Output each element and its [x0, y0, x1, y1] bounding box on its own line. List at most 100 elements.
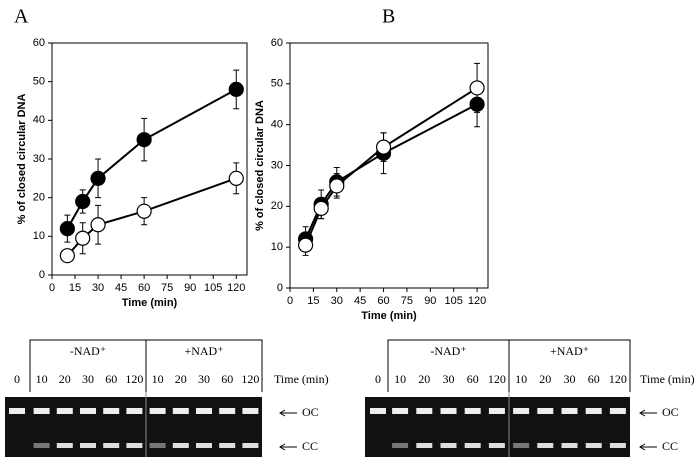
lane-label: 10	[515, 372, 527, 386]
y-tick-label: 60	[271, 37, 283, 49]
data-point	[469, 80, 485, 96]
y-axis-label: % of closed circular DNA	[254, 100, 266, 231]
y-tick-label: 0	[39, 269, 45, 281]
gel-band	[416, 443, 433, 448]
data-point	[59, 221, 75, 237]
gel-band	[126, 443, 143, 448]
x-tick-label: 75	[401, 295, 413, 307]
band-arrow	[639, 443, 657, 451]
x-tick-label: 105	[445, 295, 463, 307]
x-tick-label: 90	[424, 295, 436, 307]
y-tick-label: 30	[271, 159, 283, 171]
x-tick-label: 45	[115, 282, 127, 294]
gel-bracket	[387, 339, 631, 392]
gel-band	[464, 408, 481, 414]
group-label: -NAD⁺	[70, 344, 106, 358]
x-tick-label: 120	[227, 282, 245, 294]
gel-band	[219, 408, 236, 414]
lane-label: 60	[467, 372, 479, 386]
gel-band	[196, 408, 212, 414]
data-point	[297, 237, 314, 253]
y-tick-label: 10	[33, 230, 45, 242]
gel-band	[537, 443, 554, 448]
band-arrow	[279, 443, 297, 451]
gel-band	[488, 408, 505, 414]
gel-band	[561, 408, 578, 414]
y-tick-label: 50	[271, 78, 283, 90]
lane-label: 60	[221, 372, 233, 386]
gel-band	[370, 408, 386, 414]
data-point	[75, 193, 91, 210]
lane-label: 120	[609, 372, 627, 386]
lane-label: 120	[488, 372, 506, 386]
gel-band	[103, 408, 120, 414]
data-point	[228, 81, 244, 98]
lane-label: 120	[241, 372, 259, 386]
gel-band	[9, 408, 25, 414]
data-point	[313, 200, 329, 216]
y-tick-label: 60	[33, 37, 45, 49]
y-tick-label: 10	[271, 241, 283, 253]
gel-band	[609, 408, 626, 414]
lane-label: 20	[175, 372, 187, 386]
data-point	[90, 170, 106, 186]
group-label: +NAD⁺	[550, 344, 589, 358]
x-tick-label: 75	[161, 282, 173, 294]
gel-band	[172, 408, 189, 414]
gel-band	[585, 443, 602, 448]
panel-label: A	[14, 6, 29, 28]
group-label: -NAD⁺	[430, 344, 466, 358]
lane-label: 0	[14, 372, 20, 386]
y-tick-label: 30	[33, 153, 45, 165]
gel-band	[242, 408, 259, 414]
gel-band	[80, 408, 96, 414]
gel-bracket	[29, 339, 263, 392]
band-label: OC	[662, 405, 679, 419]
y-tick-label: 20	[271, 200, 283, 212]
gel-band	[149, 443, 166, 448]
y-tick-label: 40	[33, 114, 45, 126]
group-label: +NAD⁺	[184, 344, 223, 358]
lane-label: 60	[105, 372, 117, 386]
gel-band	[33, 408, 50, 414]
gel-band	[585, 408, 602, 414]
gel-band	[56, 408, 73, 414]
gel-band	[80, 443, 96, 448]
gel-band	[172, 443, 189, 448]
series-line	[66, 177, 237, 257]
gel-band	[513, 443, 530, 448]
x-tick-label: 60	[377, 295, 389, 307]
data-point	[75, 230, 91, 246]
x-axis-label: Time (min)	[361, 310, 417, 322]
series-line	[304, 103, 478, 240]
x-tick-label: 30	[92, 282, 104, 294]
data-point	[329, 178, 345, 194]
x-tick-label: 120	[468, 295, 486, 307]
data-point	[59, 248, 75, 264]
y-tick-label: 20	[33, 192, 45, 204]
lane-label: 30	[82, 372, 94, 386]
x-tick-label: 15	[69, 282, 81, 294]
time-label: Time (min)	[640, 372, 695, 386]
gel-band	[609, 443, 626, 448]
lane-label: 20	[59, 372, 71, 386]
data-point	[136, 132, 152, 148]
series-line	[304, 87, 478, 246]
gel-band	[56, 443, 73, 448]
data-point	[136, 203, 152, 219]
gel-band	[149, 408, 166, 414]
gel-band	[537, 408, 554, 414]
lane-label: 10	[36, 372, 48, 386]
gel-band	[126, 408, 143, 414]
plot-frame	[289, 42, 489, 289]
lane-label: 30	[564, 372, 576, 386]
lane-label: 30	[198, 372, 210, 386]
y-axis-label: % of closed circular DNA	[16, 94, 28, 225]
gel-band	[513, 408, 530, 414]
y-tick-label: 50	[33, 76, 45, 88]
lane-label: 120	[125, 372, 143, 386]
data-point	[228, 170, 244, 186]
y-tick-label: 0	[277, 282, 283, 294]
gel-band	[103, 443, 120, 448]
x-tick-label: 0	[287, 295, 293, 307]
